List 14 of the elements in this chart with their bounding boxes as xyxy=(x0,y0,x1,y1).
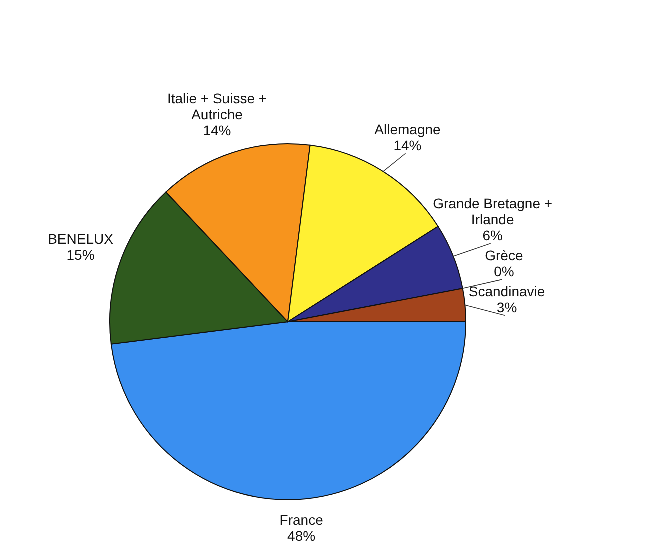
data-label: 3% xyxy=(496,300,518,316)
data-label: 14% xyxy=(203,122,232,139)
category-label: Grèce xyxy=(485,248,524,264)
data-label: 48% xyxy=(288,528,316,544)
slice-label: Scandinavie xyxy=(468,284,546,300)
data-label: 14% xyxy=(394,138,422,154)
data-label: 6% xyxy=(482,228,503,244)
data-label: 15% xyxy=(66,246,95,263)
slice-label: BENELUX xyxy=(48,230,114,247)
text: 0% xyxy=(494,264,514,280)
slice-label: France xyxy=(280,512,324,528)
slice-label: Italie + Suisse + Autriche xyxy=(167,90,268,123)
slice-label: Allemagne xyxy=(374,122,442,138)
slice-label: Grande Bretagne + Irlande xyxy=(433,196,553,228)
